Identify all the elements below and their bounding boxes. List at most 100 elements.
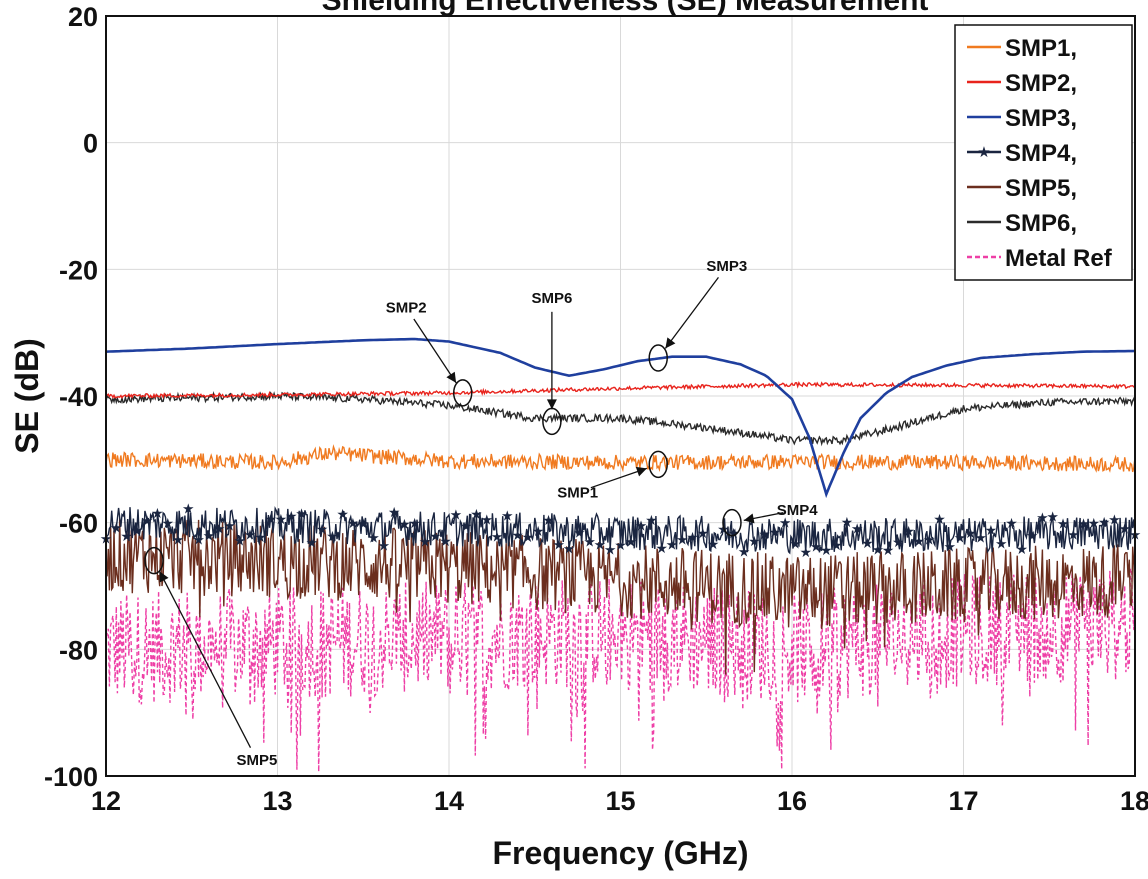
y-tick-label: 0 xyxy=(83,129,98,159)
series-marker: ★ xyxy=(223,518,236,534)
annotation-label: SMP1 xyxy=(557,484,598,501)
series-marker: ★ xyxy=(676,532,689,548)
chart-title: Shielding Effectiveness (SE) Measurement xyxy=(322,0,929,17)
series-marker: ★ xyxy=(542,513,555,529)
series-line xyxy=(105,337,1136,499)
series-marker: ★ xyxy=(326,529,339,545)
series-marker: ★ xyxy=(511,528,524,544)
annotation-label: SMP6 xyxy=(531,290,572,307)
x-tick-label: 12 xyxy=(91,786,121,816)
series-marker: ★ xyxy=(995,537,1008,553)
series-marker: ★ xyxy=(470,507,483,523)
series-marker: ★ xyxy=(666,538,679,554)
series-marker: ★ xyxy=(450,508,463,524)
series-marker: ★ xyxy=(954,531,967,547)
series-marker: ★ xyxy=(233,534,246,550)
series-marker: ★ xyxy=(1118,521,1131,537)
series-marker: ★ xyxy=(892,535,905,551)
series-marker: ★ xyxy=(141,514,154,530)
series-marker: ★ xyxy=(336,507,349,523)
annotation-label: SMP3 xyxy=(706,258,747,275)
series-marker: ★ xyxy=(398,517,411,533)
series-marker: ★ xyxy=(1108,513,1121,529)
series-marker: ★ xyxy=(1046,509,1059,525)
series-marker: ★ xyxy=(769,525,782,541)
series-marker: ★ xyxy=(285,509,298,525)
series-marker: ★ xyxy=(697,526,710,542)
series-marker: ★ xyxy=(161,516,174,532)
series-marker: ★ xyxy=(552,538,565,554)
legend-label: SMP5, xyxy=(1005,175,1077,202)
annotation-arrow xyxy=(413,318,457,384)
series-marker: ★ xyxy=(655,541,668,557)
annotation-circle xyxy=(648,344,668,372)
legend-label: SMP6, xyxy=(1005,210,1077,237)
series-marker: ★ xyxy=(254,530,267,546)
series-marker: ★ xyxy=(1026,529,1039,545)
annotation-arrowhead xyxy=(635,466,647,477)
series-marker: ★ xyxy=(501,509,514,525)
series-marker: ★ xyxy=(357,517,370,533)
annotation-arrow xyxy=(158,571,252,749)
series-marker: ★ xyxy=(923,532,936,548)
annotation-arrowhead xyxy=(743,513,755,524)
x-tick-label: 18 xyxy=(1120,786,1148,816)
annotations: SMP2 SMP6 SMP3 SMP1 SMP4 SMP5 xyxy=(144,258,819,769)
series-marker: ★ xyxy=(295,507,308,523)
series-marker: ★ xyxy=(645,513,658,529)
series-marker: ★ xyxy=(841,515,854,531)
series-marker: ★ xyxy=(738,545,751,561)
x-tick-label: 15 xyxy=(605,786,635,816)
series-marker: ★ xyxy=(182,501,195,517)
series-line xyxy=(105,444,1136,473)
series-marker: ★ xyxy=(789,536,802,552)
series-marker: ★ xyxy=(799,545,812,561)
series-marker: ★ xyxy=(244,528,257,544)
series-marker: ★ xyxy=(707,537,720,553)
series-marker: ★ xyxy=(203,528,216,544)
series-marker: ★ xyxy=(943,539,956,555)
series-marker: ★ xyxy=(913,534,926,550)
series-marker: ★ xyxy=(306,536,319,552)
y-tick-label: -20 xyxy=(59,255,98,285)
series-marker: ★ xyxy=(985,523,998,539)
legend: SMP1, SMP2, SMP3, ★ SMP4, SMP5, SMP6, Metal Ref xyxy=(954,24,1133,281)
series-line xyxy=(105,381,1135,400)
series-marker: ★ xyxy=(1098,515,1111,531)
series-marker: ★ xyxy=(974,530,987,546)
series-marker: ★ xyxy=(264,512,277,528)
series-marker: ★ xyxy=(151,506,164,522)
x-tick-label: 13 xyxy=(262,786,292,816)
series-marker: ★ xyxy=(820,543,833,559)
series-marker: ★ xyxy=(429,529,442,545)
series-marker: ★ xyxy=(460,519,473,535)
series-marker: ★ xyxy=(388,505,401,521)
series-marker: ★ xyxy=(635,519,648,535)
series-marker: ★ xyxy=(275,512,288,528)
series-marker: ★ xyxy=(532,524,545,540)
series-marker: ★ xyxy=(120,529,133,545)
series-marker: ★ xyxy=(1067,528,1080,544)
annotation-arrowhead xyxy=(446,371,457,383)
series-marker: ★ xyxy=(686,530,699,546)
y-ticks: 20 0 -20 -40 -60 -80 -100 xyxy=(44,2,98,792)
series-marker: ★ xyxy=(614,538,627,554)
legend-label: SMP1, xyxy=(1005,35,1077,62)
series-marker: ★ xyxy=(563,542,576,558)
y-tick-label: 20 xyxy=(68,2,98,32)
series-marker: ★ xyxy=(810,540,823,556)
series-marker: ★ xyxy=(192,532,205,548)
series-marker: ★ xyxy=(758,527,771,543)
series-marker: ★ xyxy=(830,538,843,554)
series-marker: ★ xyxy=(625,534,638,550)
series-marker: ★ xyxy=(779,515,792,531)
series-marker: ★ xyxy=(583,534,596,550)
annotation-label: SMP2 xyxy=(386,299,427,316)
series-marker: ★ xyxy=(480,512,493,528)
annotation-arrow xyxy=(664,276,719,349)
series-marker: ★ xyxy=(419,535,432,551)
series-marker: ★ xyxy=(347,516,360,532)
annotation-label: SMP4 xyxy=(777,502,819,519)
series-marker: ★ xyxy=(378,538,391,554)
